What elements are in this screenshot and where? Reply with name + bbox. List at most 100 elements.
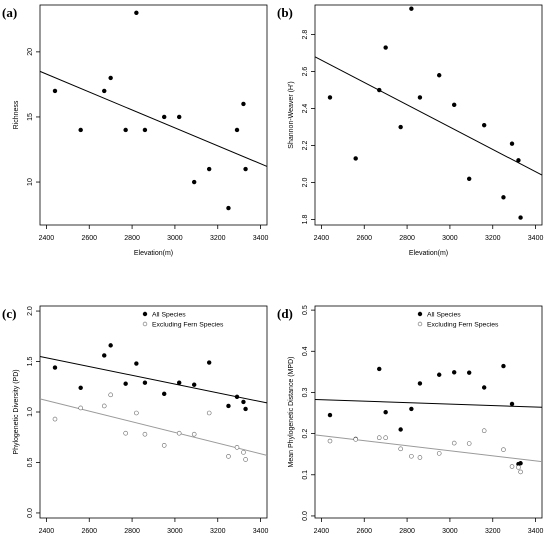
y-tick-label: 15	[27, 113, 34, 121]
data-point-filled	[377, 366, 382, 372]
legend-label: Excluding Fern Species	[427, 322, 499, 329]
y-axis-label: Shannon-Weaver (H')	[288, 81, 295, 148]
x-tick-label: 2800	[399, 235, 415, 242]
y-tick-label: 10	[27, 178, 34, 186]
data-point-open	[398, 446, 403, 452]
data-point-filled	[134, 361, 139, 366]
y-axis-label: Richness	[13, 100, 20, 129]
panel-3: 2400 2600 2800 3000 3200 3400 0.0 0.5 1.0 1.5 2.0 E…	[2, 305, 268, 535]
data-point-filled	[102, 88, 107, 94]
data-point-filled	[176, 380, 182, 385]
data-point-filled	[383, 45, 388, 50]
data-point-open	[161, 443, 167, 448]
data-point-open	[383, 435, 388, 441]
y-tick-label: 20	[27, 48, 34, 56]
legend-marker	[142, 311, 148, 317]
data-point-filled	[176, 114, 182, 120]
data-point-filled	[241, 399, 246, 405]
panel-1: 2400 2600 2800 3000 3200 3400 10 15 20 Elevation(…	[2, 4, 268, 257]
data-point-open	[241, 450, 246, 455]
data-point-filled	[518, 215, 523, 220]
data-point-filled	[481, 122, 487, 128]
x-axis-label: Elevation(m)	[409, 250, 448, 257]
x-tick-label: 3400	[528, 528, 544, 535]
y-axis-label: Mean Phylogenetic Distance (MPD)	[288, 357, 295, 468]
data-point-filled	[108, 75, 113, 81]
y-tick-label: 2.2	[302, 141, 309, 151]
data-point-filled	[327, 412, 333, 418]
data-point-filled	[102, 353, 107, 358]
data-point-filled	[409, 6, 414, 11]
panel-4: 2400 2600 2800 3000 3200 3400 0.0 0.1 0.2 0.3 0.4 0…	[277, 305, 544, 535]
data-point-open	[516, 465, 521, 470]
regression-line	[314, 398, 543, 408]
x-tick-label: 3200	[210, 528, 226, 535]
y-tick-label: 0.0	[27, 508, 34, 518]
data-point-open	[466, 441, 472, 446]
y-tick-label: 0.3	[302, 387, 309, 397]
data-point-open	[451, 440, 457, 446]
data-point-filled	[327, 95, 333, 100]
x-tick-label: 3200	[485, 528, 501, 535]
data-point-filled	[501, 195, 506, 200]
x-tick-label: 2600	[356, 235, 372, 242]
x-tick-label: 2400	[39, 528, 55, 535]
data-point-filled	[78, 385, 83, 390]
data-point-open	[436, 451, 442, 456]
y-tick-label: 2.0	[302, 178, 309, 188]
x-tick-label: 3200	[210, 235, 226, 242]
y-axis-label: Phylogenetic Diversity (PD)	[13, 369, 20, 454]
data-point-filled	[409, 406, 414, 412]
panel-label: (c)	[2, 306, 16, 321]
legend-label: All Species	[152, 312, 186, 319]
x-axis-label: Elevation(m)	[134, 250, 173, 257]
x-tick-label: 3000	[442, 528, 458, 535]
y-tick-label: 0.5	[302, 305, 309, 315]
data-point-open	[142, 431, 148, 437]
data-point-filled	[123, 381, 128, 386]
legend-label: All Species	[427, 312, 461, 319]
x-tick-label: 3000	[167, 528, 183, 535]
x-tick-label: 3000	[167, 235, 183, 242]
panel-label: (d)	[277, 306, 293, 321]
data-point-open	[243, 457, 248, 462]
data-point-filled	[134, 10, 139, 16]
data-point-open	[226, 454, 231, 459]
data-point-filled	[353, 156, 358, 161]
data-point-open	[409, 453, 414, 459]
y-tick-label: 1.5	[27, 357, 34, 367]
x-tick-label: 2400	[314, 235, 330, 242]
data-point-open	[52, 416, 58, 422]
data-point-open	[191, 431, 197, 437]
legend-marker	[417, 311, 423, 317]
y-tick-label: 2.8	[302, 30, 309, 40]
x-tick-label: 2600	[356, 528, 372, 535]
data-point-open	[376, 435, 382, 441]
data-point-filled	[142, 380, 148, 385]
y-tick-label: 0.4	[302, 346, 309, 356]
x-tick-label: 3200	[485, 235, 501, 242]
data-point-filled	[123, 127, 128, 133]
data-point-filled	[417, 381, 423, 386]
y-tick-label: 2.6	[302, 67, 309, 77]
x-tick-label: 2600	[81, 235, 97, 242]
x-tick-label: 2800	[124, 528, 140, 535]
y-tick-label: 0.2	[302, 429, 309, 439]
data-point-filled	[226, 403, 231, 409]
data-point-open	[353, 437, 358, 442]
data-point-filled	[451, 370, 457, 375]
data-point-open	[417, 455, 423, 460]
axes-frame	[314, 4, 543, 226]
data-point-open	[206, 410, 212, 416]
x-tick-label: 2400	[314, 528, 330, 535]
data-point-filled	[501, 363, 506, 369]
y-tick-label: 2.0	[27, 306, 34, 316]
data-point-filled	[78, 127, 83, 133]
data-point-filled	[437, 372, 442, 377]
data-point-filled	[191, 382, 197, 387]
data-point-filled	[377, 87, 382, 93]
data-point-open	[134, 410, 139, 416]
data-point-filled	[437, 73, 442, 78]
data-point-filled	[52, 88, 58, 94]
